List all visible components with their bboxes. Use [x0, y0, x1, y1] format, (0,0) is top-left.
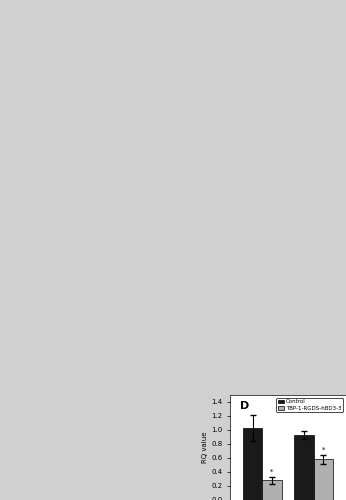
- Text: *: *: [270, 469, 274, 475]
- Text: D: D: [240, 400, 249, 410]
- Bar: [262, 480, 282, 500]
- Y-axis label: RQ value: RQ value: [202, 432, 208, 463]
- Bar: [314, 460, 333, 500]
- Bar: [294, 435, 314, 500]
- Text: *: *: [322, 446, 325, 452]
- Bar: [243, 428, 262, 500]
- Legend: Control, TBP-1-RGDS-hBD3-3: Control, TBP-1-RGDS-hBD3-3: [276, 398, 343, 412]
